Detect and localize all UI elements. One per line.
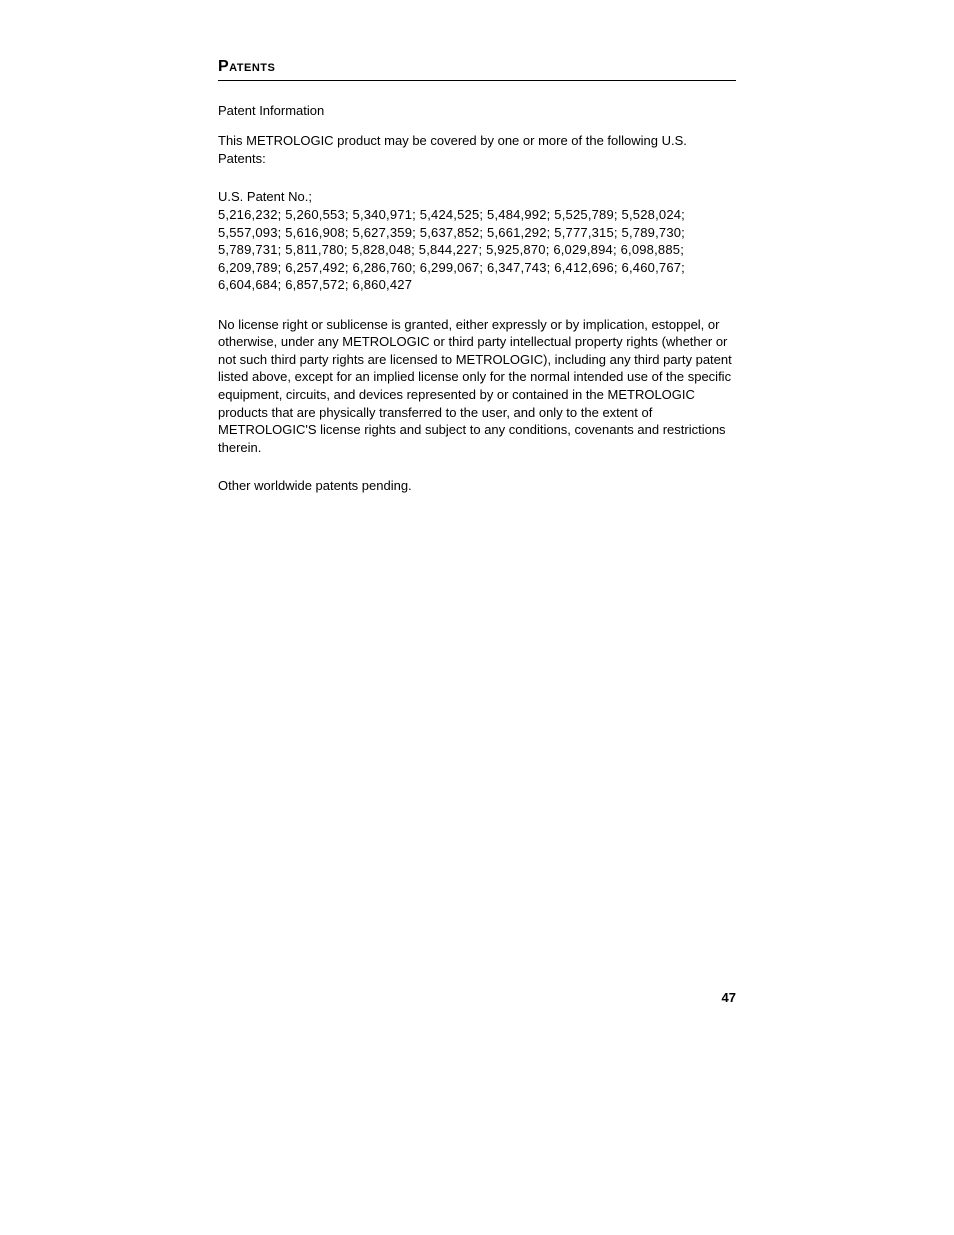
intro-text: This METROLOGIC product may be covered b… (218, 132, 736, 167)
patent-list: 5,216,232; 5,260,553; 5,340,971; 5,424,5… (218, 206, 736, 294)
page-number: 47 (722, 990, 736, 1005)
page-container: Patents Patent Information This METROLOG… (0, 0, 954, 493)
section-title: Patents (218, 58, 736, 81)
subtitle: Patent Information (218, 103, 736, 118)
license-text: No license right or sublicense is grante… (218, 316, 736, 456)
patent-label: U.S. Patent No.; (218, 189, 736, 204)
pending-text: Other worldwide patents pending. (218, 478, 736, 493)
